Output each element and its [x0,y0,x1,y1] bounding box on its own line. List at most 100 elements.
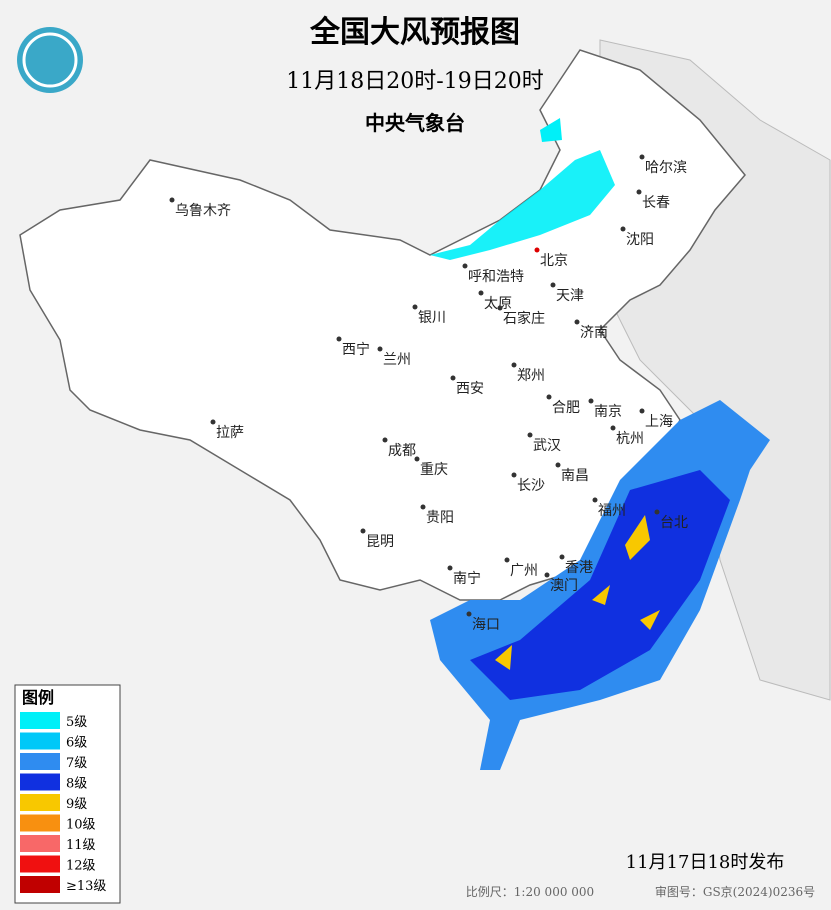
city-dot [447,565,453,571]
legend-label: 11级 [66,838,96,853]
legend-swatch [20,814,60,832]
city-dot [555,462,561,468]
city-dot [639,408,645,414]
legend-swatch [20,876,60,893]
legend-label: 10级 [66,818,96,833]
city-label: 贵阳 [426,510,454,526]
city-dot [210,419,216,425]
city-dot [466,611,472,617]
title: 全国大风预报图 [309,15,520,50]
legend-swatch [20,855,60,873]
city-dot [610,425,616,431]
city-label: 北京 [540,253,568,269]
city-dot [511,362,517,368]
city-label: 济南 [580,325,608,341]
city-dot [382,437,388,443]
city-dot [450,375,456,381]
city-label: 武汉 [533,438,561,454]
legend-label: ≥13级 [66,879,106,894]
wind-area-5 [540,118,562,142]
city-dot [420,504,426,510]
city-label: 海口 [472,617,500,633]
legend-title: 图例 [22,688,54,707]
city-label: 重庆 [420,462,448,478]
city-dot [546,394,552,400]
city-label: 昆明 [366,534,394,550]
wind-area-8 [470,470,730,700]
legend-label: 7级 [66,756,87,771]
city-label: 银川 [418,310,446,326]
city-label: 长沙 [517,478,545,494]
city-label: 拉萨 [216,425,244,441]
city-label: 南宁 [453,570,481,587]
legend-label: 9级 [66,797,87,812]
city-label: 合肥 [552,400,580,416]
city-label: 西宁 [342,341,370,358]
logo-ring [22,32,78,88]
city-label: 杭州 [616,431,644,447]
city-label: 西安 [456,381,484,397]
city-dot [414,456,420,462]
legend-swatch [20,753,60,770]
city-dot [511,472,517,478]
agency: 中央气象台 [365,111,465,135]
city-label: 兰州 [383,352,411,368]
legend-swatch [20,835,60,852]
city-label: 天津 [556,288,584,304]
city-dot [574,319,580,325]
city-label: 成都 [388,443,416,459]
issued: 11月17日18时发布 [626,852,785,873]
legend-label: 5级 [66,715,87,730]
legend-swatch [20,794,60,811]
city-label: 澳门 [550,578,578,594]
legend-label: 6级 [66,736,87,751]
city-dot [360,528,366,534]
city-label: 广州 [510,563,538,579]
city-dot [544,572,550,578]
city-label: 台北 [660,515,688,531]
period: 11月18日20时-19日20时 [286,69,543,94]
legend-swatch [20,732,60,750]
city-label: 香港 [565,560,593,576]
legend-label: 12级 [66,859,96,874]
legend-swatch [20,773,60,791]
city-label: 太原 [484,296,512,312]
city-dot [462,263,468,269]
city-dot [654,509,660,515]
city-dot [620,226,626,232]
city-dot [636,189,642,195]
city-label: 福州 [598,503,626,519]
wind-area-9 [495,515,660,670]
city-label: 乌鲁木齐 [175,203,231,219]
city-dot [550,282,556,288]
city-label: 长春 [642,195,670,211]
city-dot [639,154,645,160]
scale: 比例尺：1:20 000 000 [466,885,594,899]
city-label: 呼和浩特 [468,269,524,285]
city-dot [169,197,175,203]
city-label: 石家庄 [503,310,545,327]
wind-area-5 [430,150,615,260]
city-label: 上海 [645,414,673,430]
city-dot [497,305,503,311]
city-label: 南昌 [561,468,589,484]
city-label: 哈尔滨 [645,160,687,176]
legend-swatch [20,712,60,729]
city-dot [478,290,484,296]
city-label: 南京 [594,404,622,420]
city-dot [559,554,565,560]
legend-label: 8级 [66,777,87,792]
city-dot [377,346,383,352]
city-dot [527,432,533,438]
logo [17,27,83,93]
approval: 审图号：GS京(2024)0236号 [655,884,815,899]
city-label: 郑州 [517,368,545,384]
city-dot [592,497,598,503]
city-dot [412,304,418,310]
city-dot [534,247,540,253]
city-dot [588,398,594,404]
city-dot [504,557,510,563]
city-label: 沈阳 [626,232,654,248]
